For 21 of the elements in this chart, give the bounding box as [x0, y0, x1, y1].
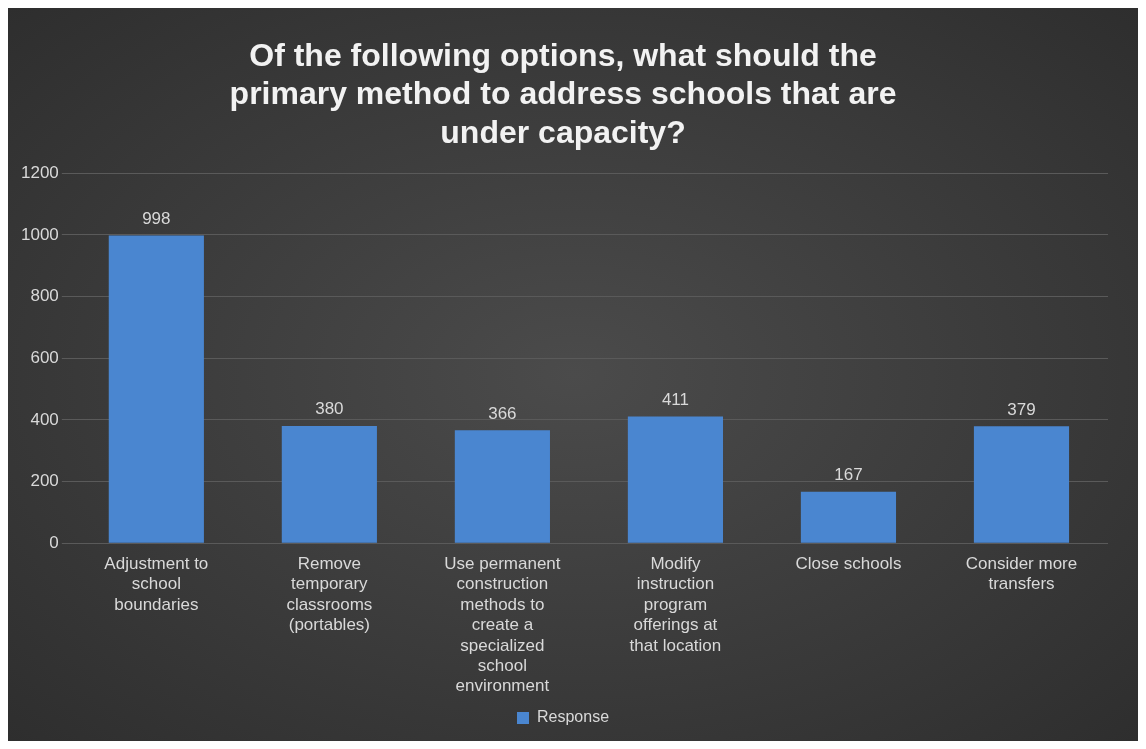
x-tick-label: Consider more transfers	[965, 554, 1078, 594]
y-tick-label: 200	[30, 471, 59, 491]
y-tick-label: 600	[30, 347, 59, 367]
y-tick-label: 400	[30, 409, 59, 429]
x-tick-label: Use permanent construction methods to create a specialized school environment	[444, 554, 561, 696]
data-label: 366	[488, 403, 517, 423]
data-label: 380	[315, 399, 344, 419]
y-tick-label: 0	[49, 532, 59, 552]
chart-title: Of the following options, what should the primary method to address schools that are under capacity?	[229, 37, 897, 150]
x-tick-label: Remove temporary classrooms (portables)	[286, 554, 373, 635]
data-label: 379	[1007, 399, 1036, 419]
x-tick-label: Adjustment to school boundaries	[104, 554, 209, 614]
y-tick-label: 1200	[20, 162, 59, 182]
data-label: 411	[661, 389, 689, 409]
x-tick-label: Close schools	[795, 554, 902, 574]
y-tick-label: 800	[30, 286, 59, 306]
data-label: 998	[142, 208, 171, 228]
y-tick-label: 1000	[20, 224, 59, 244]
legend-label: Response	[536, 708, 610, 726]
data-label: 167	[834, 464, 863, 484]
x-tick-label: Modify instruction program offerings at that location	[629, 554, 722, 655]
